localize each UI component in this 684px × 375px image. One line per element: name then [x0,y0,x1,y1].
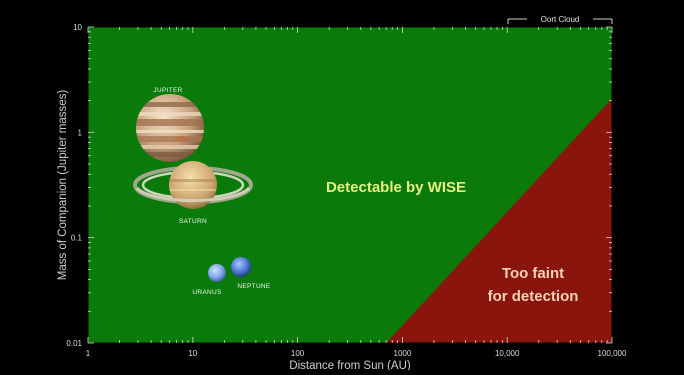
too-faint-label-line2: for detection [488,288,579,305]
x-tick-label: 10,000 [495,349,520,358]
neptune-label: NEPTUNE [237,283,271,290]
uranus-planet [208,264,226,282]
too-faint-region [386,98,612,344]
x-tick-label: 10 [188,349,197,358]
axis-ticks [87,26,613,344]
y-tick-label: 0.1 [71,234,83,243]
jupiter-label: JUPITER [153,87,182,94]
y-tick-labels: 0.01 0.1 1 10 [66,23,82,348]
saturn-label: SATURN [179,218,207,225]
x-tick-label: 100 [291,349,305,358]
y-tick-label: 10 [73,23,82,32]
too-faint-label-line1: Too faint [502,265,564,282]
plot-frame [87,26,613,344]
x-tick-label: 1000 [394,349,412,358]
saturn-planet [133,161,253,209]
neptune-planet [231,257,251,277]
x-tick-label: 1 [86,349,91,358]
x-tick-labels: 1 10 100 1000 10,000 100,000 [86,349,627,358]
x-tick-label: 100,000 [598,349,627,358]
y-tick-label: 0.01 [66,339,82,348]
jupiter-planet [136,94,204,162]
oort-cloud-label: Oort Cloud [541,15,580,24]
y-axis-title: Mass of Companion (Jupiter masses) [57,90,69,281]
x-axis-title: Distance from Sun (AU) [289,360,411,370]
y-tick-label: 1 [78,128,83,137]
uranus-label: URANUS [192,289,222,296]
detectable-label: Detectable by WISE [326,179,466,196]
oort-cloud-bracket [507,18,613,24]
